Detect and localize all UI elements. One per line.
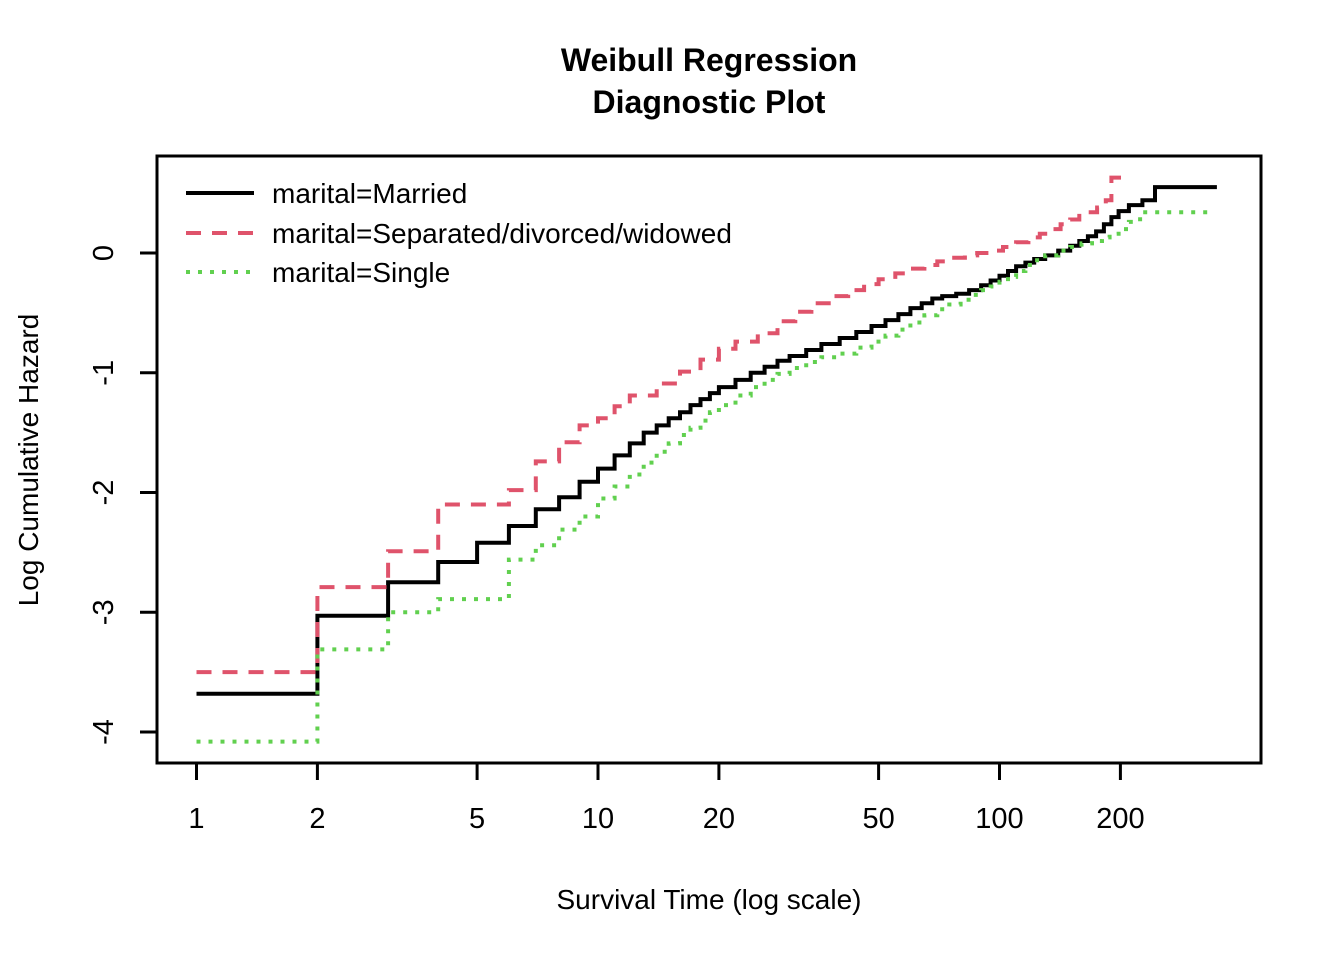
x-tick-label: 10: [582, 803, 614, 835]
series-lines: [196, 175, 1217, 744]
chart-title-line1: Weibull Regression: [561, 42, 857, 78]
y-axis: 0 -1 -2 -3 -4: [88, 245, 157, 745]
y-tick-label: -4: [88, 719, 120, 745]
legend-item: marital=Separated/divorced/widowed: [186, 218, 732, 249]
legend-item: marital=Single: [186, 257, 450, 288]
y-tick-label: -3: [88, 599, 120, 625]
legend: marital=Married marital=Separated/divorce…: [186, 178, 732, 288]
plot-area: 1 2 5 10 20 50 100 200 0 -1 -2 -3 -4 marital=Marrie…: [88, 154, 1263, 835]
legend-label: marital=Married: [272, 178, 467, 209]
x-tick-label: 20: [703, 803, 735, 835]
x-axis-label: Survival Time (log scale): [557, 884, 862, 915]
x-tick-label: 50: [862, 803, 894, 835]
x-tick-label: 200: [1096, 803, 1144, 835]
y-tick-label: -1: [88, 360, 120, 386]
legend-item: marital=Married: [186, 178, 467, 209]
plot-box: [155, 154, 1263, 765]
series-line-marital-single: [196, 210, 1210, 744]
series-line-marital-separated-divorced-widowed: [196, 175, 1130, 675]
y-axis-label: Log Cumulative Hazard: [13, 314, 44, 607]
y-tick-label: -2: [88, 480, 120, 506]
x-tick-label: 100: [975, 803, 1023, 835]
legend-label: marital=Separated/divorced/widowed: [272, 218, 732, 249]
x-tick-label: 2: [309, 803, 325, 835]
legend-label: marital=Single: [272, 257, 450, 288]
chart-title-group: Weibull Regression Diagnostic Plot: [561, 42, 857, 120]
x-axis: 1 2 5 10 20 50 100 200: [188, 763, 1145, 835]
y-tick-label: 0: [88, 245, 120, 261]
chart-title-line2: Diagnostic Plot: [593, 84, 826, 120]
x-tick-label: 1: [188, 803, 204, 835]
x-tick-label: 5: [469, 803, 485, 835]
